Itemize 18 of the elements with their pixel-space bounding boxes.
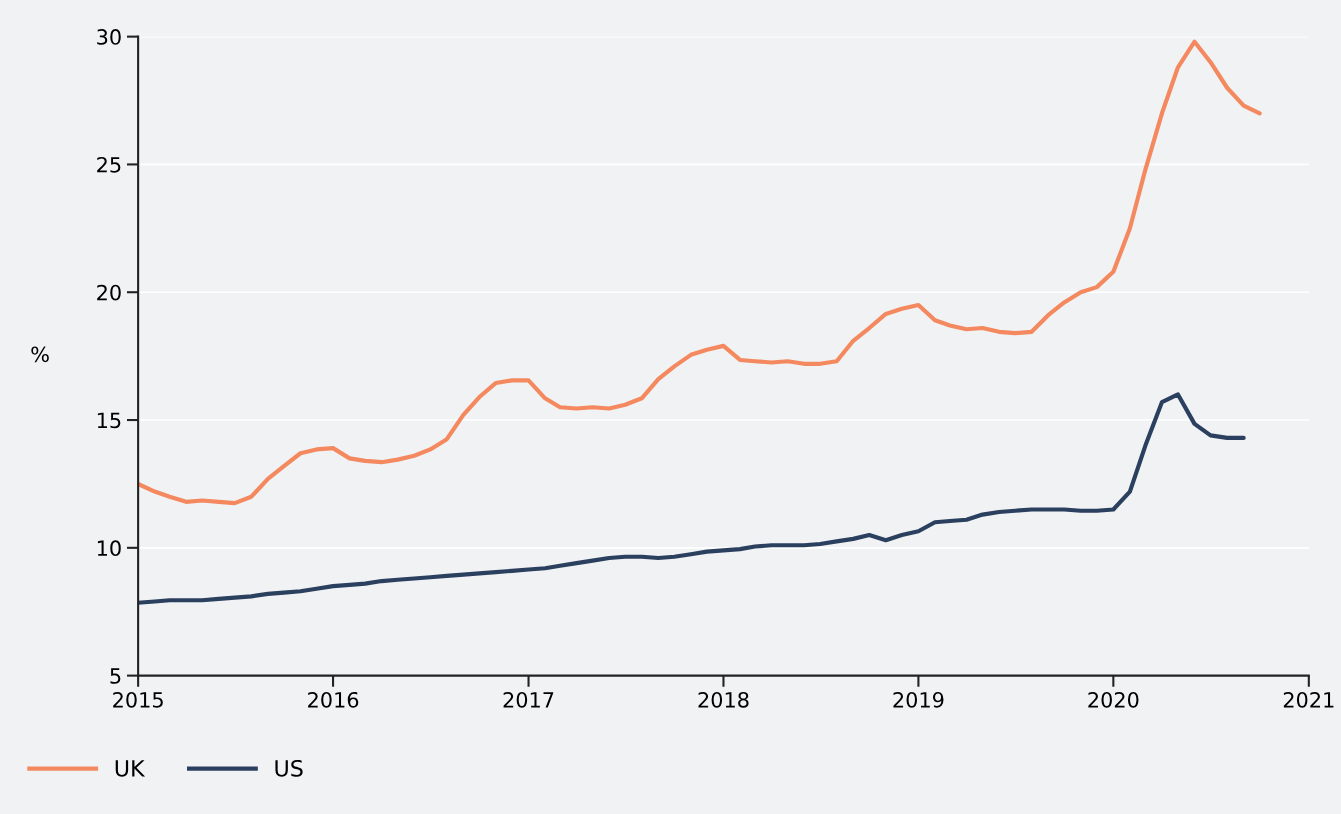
x-tick-label: 2016 xyxy=(308,691,359,708)
y-tick-label: 25 xyxy=(97,156,121,173)
legend-label: US xyxy=(275,759,303,777)
line-series xyxy=(138,39,1262,506)
x-tick-label: 2017 xyxy=(503,691,554,708)
x-tick-label: 2018 xyxy=(698,691,749,708)
y-tick-label: 5 xyxy=(110,668,121,684)
x-tick-label: 2019 xyxy=(893,691,944,708)
x-tick-label: 2021 xyxy=(1283,691,1334,708)
legend-label: UK xyxy=(115,760,146,777)
line-series xyxy=(138,392,1246,605)
y-axis-title: % xyxy=(31,346,49,363)
y-tick-label: 20 xyxy=(97,284,121,301)
x-tick-label: 2020 xyxy=(1088,691,1139,708)
y-tick-label: 30 xyxy=(97,29,121,45)
x-tick-label: 2015 xyxy=(113,691,163,708)
y-tick-label: 15 xyxy=(97,412,121,429)
y-tick-label: 10 xyxy=(97,540,121,557)
